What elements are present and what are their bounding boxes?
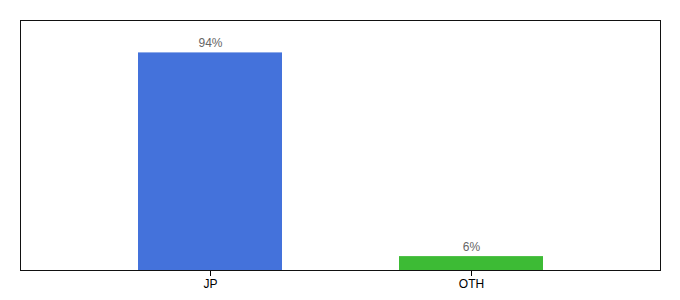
svg-text:6%: 6% [463, 240, 481, 254]
svg-text:94%: 94% [198, 36, 222, 50]
svg-text:OTH: OTH [459, 277, 484, 291]
svg-text:JP: JP [203, 277, 217, 291]
